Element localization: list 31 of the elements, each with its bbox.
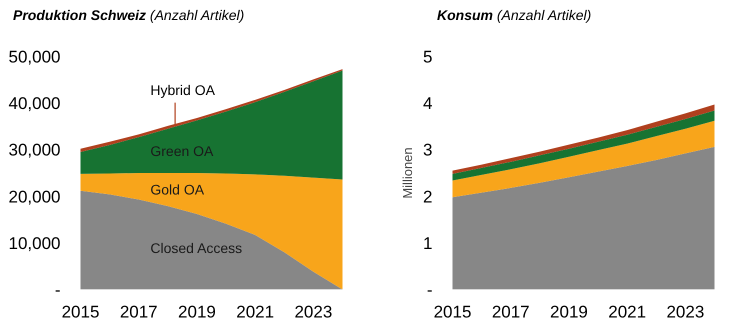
y-tick-label: 5 <box>423 48 433 66</box>
chart-title: Konsum <box>437 7 493 23</box>
x-tick-label: 2017 <box>120 302 158 322</box>
series-label: Green OA <box>150 142 214 159</box>
y-axis-title: Millionen <box>400 147 416 199</box>
x-tick-label: 2021 <box>608 302 646 322</box>
chart-subtitle: (Anzahl Artikel) <box>496 7 592 23</box>
y-tick-label: 2 <box>423 187 433 206</box>
y-tick-label: 50,000 <box>8 48 61 66</box>
y-tick-label: 10,000 <box>8 234 61 253</box>
y-tick-label: 40,000 <box>8 94 61 114</box>
chart-title: Produktion Schweiz <box>13 7 146 23</box>
series-label: Closed Access <box>150 240 242 256</box>
series-label: Hybrid OA <box>150 82 216 98</box>
x-tick-label: 2019 <box>178 302 216 322</box>
x-tick-label: 2023 <box>666 302 704 322</box>
x-tick-label: 2017 <box>492 302 530 322</box>
y-tick-label: 3 <box>423 140 433 160</box>
chart-subtitle: (Anzahl Artikel) <box>150 7 244 23</box>
x-tick-label: 2019 <box>550 302 588 322</box>
y-tick-label: - <box>54 280 61 300</box>
x-tick-label: 2015 <box>434 302 472 322</box>
x-tick-label: 2015 <box>62 302 100 322</box>
y-tick-label: 1 <box>423 234 433 253</box>
x-tick-label: 2023 <box>294 302 332 322</box>
y-tick-label: 20,000 <box>8 187 61 206</box>
series-label: Gold OA <box>150 182 205 198</box>
x-tick-label: 2021 <box>236 302 274 322</box>
y-tick-label: 30,000 <box>8 140 61 160</box>
y-tick-label: - <box>426 280 433 300</box>
y-tick-label: 4 <box>423 94 433 114</box>
